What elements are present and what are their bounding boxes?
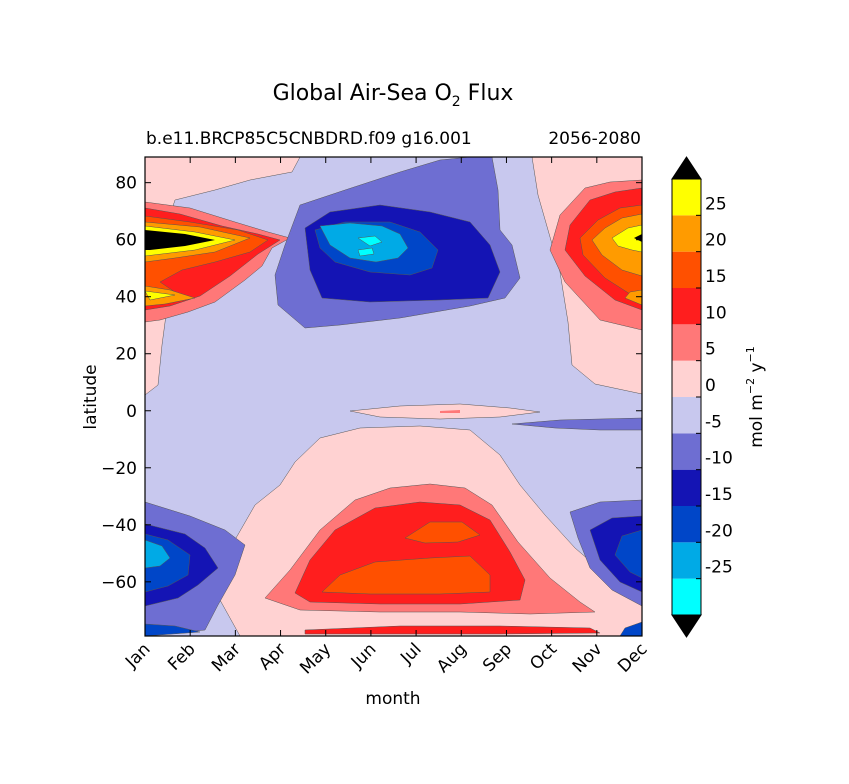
colorbar-label: mol m−2 y−1 — [744, 346, 767, 448]
y-axis-label: latitude — [81, 364, 101, 429]
colorbar-swatch — [672, 215, 701, 252]
region-antarctic-strip-neg — [145, 621, 642, 636]
colorbar: -25 -20 -15 -10 -5 0 5 10 15 20 25 — [671, 156, 733, 638]
y-tick-label: −20 — [101, 459, 137, 479]
y-tick-label: 60 — [115, 231, 137, 251]
region-sh-pos20 — [321, 521, 491, 595]
colorbar-swatch — [672, 288, 701, 325]
colorbar-tick-label: -15 — [705, 485, 733, 505]
y-tick-label: 0 — [126, 402, 137, 422]
colorbar-swatch — [672, 469, 701, 506]
region-nh-east-pos30 — [611, 224, 642, 253]
x-tick-label: Jun — [347, 639, 381, 673]
x-tick-label: Dec — [614, 639, 651, 676]
region-equator-neg5 — [511, 417, 642, 431]
region-antarctic-strip — [304, 625, 601, 635]
colorbar-swatch — [672, 179, 701, 216]
x-tick-label: Feb — [164, 639, 199, 674]
x-tick-label: Sep — [479, 639, 516, 676]
colorbar-swatch — [672, 397, 701, 434]
region-nh-uptake-neg25 — [357, 235, 383, 257]
colorbar-tick-label: 20 — [705, 231, 727, 251]
colorbar-swatch — [672, 433, 701, 470]
x-axis-label: month — [365, 689, 420, 709]
colorbar-swatch — [672, 360, 701, 397]
plot-area — [145, 157, 642, 636]
colorbar-tick-label: 25 — [705, 194, 727, 214]
region-equator-pos10 — [440, 410, 460, 413]
y-tick-label: 80 — [115, 174, 137, 194]
plot-frame — [144, 156, 643, 637]
y-tick-label: 40 — [115, 288, 137, 308]
x-tick-label: Apr — [255, 639, 290, 674]
colorbar-swatch — [672, 506, 701, 543]
colorbar-tick-label: 15 — [705, 267, 727, 287]
colorbar-tick-label: -10 — [705, 449, 733, 469]
region-sh-east-neg15 — [614, 529, 642, 579]
x-tick-label: May — [296, 639, 335, 678]
colorbar-over-triangle — [671, 156, 702, 180]
chart-subtitle-left: b.e11.BRCP85C5CNBDRD.f09 g16.001 — [146, 129, 472, 149]
region-nh-uptake-neg20 — [319, 222, 409, 263]
chart-subtitle-right: 2056-2080 — [548, 129, 641, 149]
y-tick-label: −60 — [101, 573, 137, 593]
region-nh-west-overflow — [145, 230, 215, 250]
y-tick-label: −40 — [101, 516, 137, 536]
chart-title: Global Air-Sea O2 Flux — [273, 81, 514, 110]
x-tick-label: Oct — [526, 639, 561, 674]
colorbar-tick-label: 5 — [705, 340, 716, 360]
y-tick-label: 20 — [115, 345, 137, 365]
colorbar-tick-label: -5 — [705, 412, 722, 432]
colorbar-under-triangle — [671, 614, 702, 638]
y-axis: 80 60 40 20 0 −20 −40 −60 — [101, 174, 642, 593]
x-tick-label: Aug — [433, 639, 471, 677]
colorbar-tick-label: -25 — [705, 558, 733, 578]
colorbar-swatch — [672, 324, 701, 361]
x-tick-label: Jul — [396, 639, 425, 668]
colorbar-swatch — [672, 251, 701, 288]
region-sh-west-neg20 — [145, 539, 171, 569]
colorbar-tick-label: -20 — [705, 521, 733, 541]
colorbar-swatch — [672, 542, 701, 579]
colorbar-tick-label: 10 — [705, 303, 727, 323]
x-tick-label: Nov — [569, 639, 607, 677]
colorbar-tick-label: 0 — [705, 376, 716, 396]
x-tick-label: Mar — [208, 639, 245, 676]
colorbar-swatch — [672, 578, 701, 615]
x-tick-label: Jan — [121, 639, 154, 672]
